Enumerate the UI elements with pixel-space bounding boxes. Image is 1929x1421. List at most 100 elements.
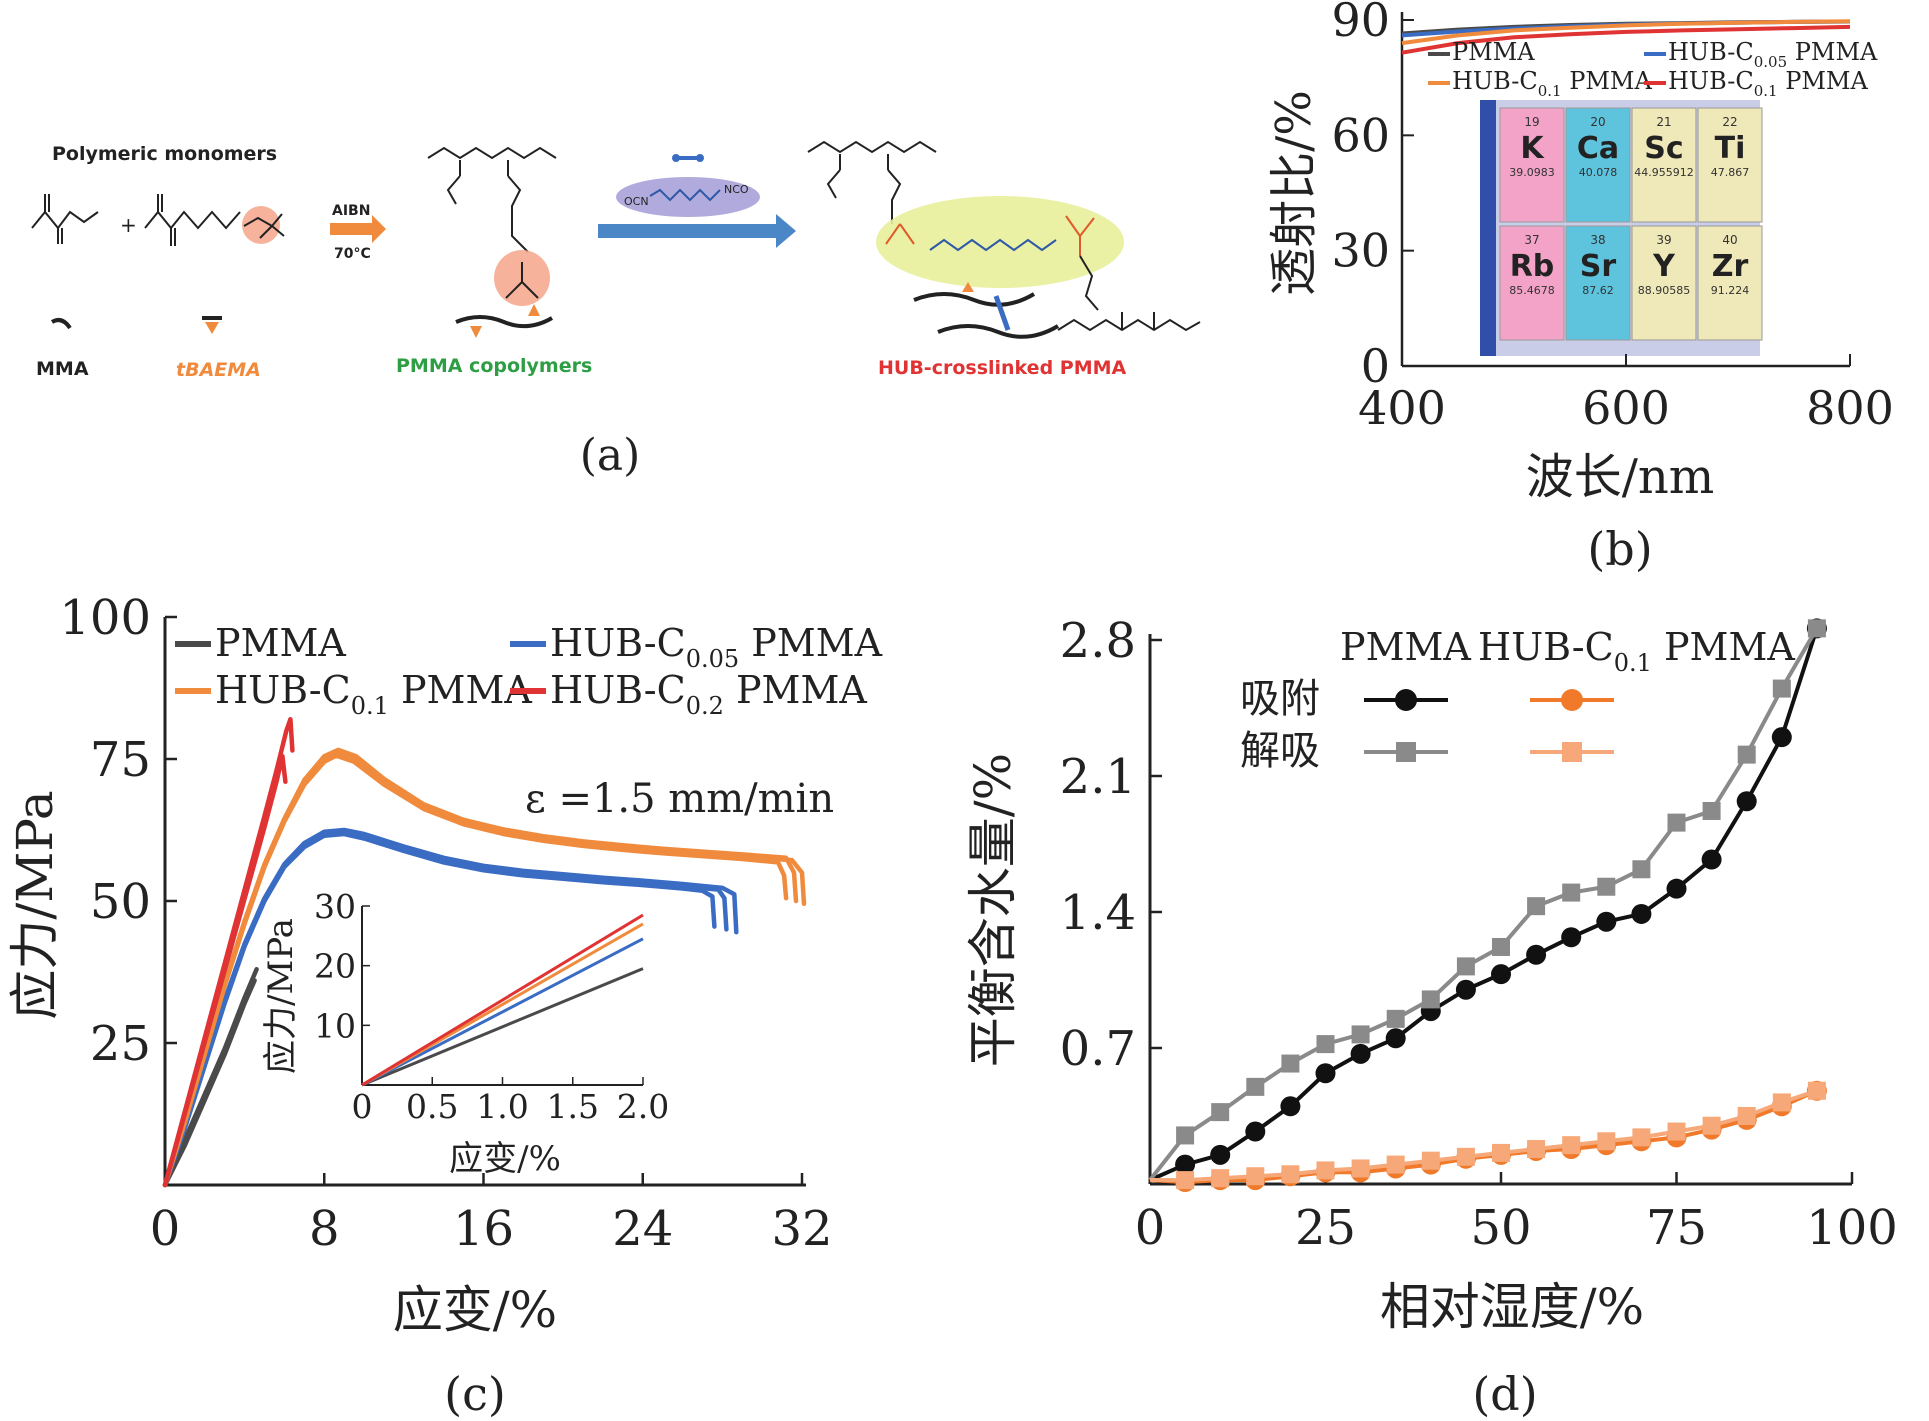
d-data-point bbox=[1771, 727, 1792, 748]
c-x-tick-label: 8 bbox=[309, 1201, 340, 1257]
element-symbol-Ca: Ca bbox=[1577, 131, 1619, 166]
d-data-point bbox=[1351, 1159, 1370, 1178]
b-series bbox=[1401, 19, 1851, 55]
crosslinker-left-group: OCN bbox=[624, 195, 649, 208]
crosslinker-icon bbox=[672, 154, 704, 162]
d-data-point bbox=[1597, 877, 1616, 896]
copolymer-structure bbox=[427, 146, 557, 253]
d-legend-row-adsorption: 吸附 bbox=[1240, 676, 1320, 722]
d-y-axis-label: 平衡含水量/% bbox=[964, 753, 1022, 1067]
d-data-point bbox=[1596, 911, 1617, 932]
copolymer-chain bbox=[455, 315, 554, 329]
b-legend-label: HUB-C0.1 PMMA bbox=[1452, 67, 1653, 100]
mma-label: MMA bbox=[36, 358, 89, 380]
element-tile-Sr bbox=[1565, 225, 1631, 341]
d-series bbox=[1148, 618, 1827, 1193]
product-tbaema-marker bbox=[962, 282, 974, 292]
c-inset-chart: 10 20 30 0 0.5 1.0 1.5 2.0 应力/MPa 应变/% bbox=[261, 887, 669, 1179]
d-legend-swatch-marker bbox=[1396, 742, 1416, 762]
element-symbol-Y: Y bbox=[1652, 249, 1676, 284]
element-symbol-Ti: Ti bbox=[1715, 131, 1746, 166]
element-number-Sr: 38 bbox=[1590, 233, 1605, 247]
c-legend-label: HUB-C0.05 PMMA bbox=[550, 621, 883, 673]
d-data-point bbox=[1736, 791, 1757, 812]
b-legend-label: PMMA bbox=[1452, 38, 1535, 66]
d-data-point bbox=[1386, 1155, 1405, 1174]
element-tile-Ti bbox=[1697, 107, 1763, 223]
copolymer-tbaema-1 bbox=[470, 326, 482, 338]
c-annotation: ε =1.5 mm/min bbox=[525, 776, 834, 822]
c-inset-y-axis-label: 应力/MPa bbox=[261, 918, 301, 1074]
element-number-Zr: 40 bbox=[1722, 233, 1737, 247]
d-data-point bbox=[1772, 1093, 1791, 1112]
hub-linker-chain bbox=[929, 238, 1057, 252]
d-data-point bbox=[1807, 1081, 1826, 1100]
d-data-point bbox=[1737, 745, 1756, 764]
d-y-tick-label: 2.8 bbox=[1060, 613, 1136, 669]
element-number-Y: 39 bbox=[1656, 233, 1671, 247]
b-y-tick-label: 90 bbox=[1331, 0, 1390, 47]
c-inset-x-tick-label: 1.5 bbox=[547, 1087, 599, 1126]
d-data-point bbox=[1281, 1165, 1300, 1184]
c-legend: PMMA HUB-C0.05 PMMA HUB-C0.1 PMMA HUB-C0.2 … bbox=[175, 621, 883, 720]
c-x-tick-label: 32 bbox=[771, 1201, 832, 1257]
c-inset-x-tick-label: 2.0 bbox=[617, 1087, 669, 1126]
d-data-point bbox=[1527, 1140, 1546, 1159]
element-tile-Sc bbox=[1631, 107, 1697, 223]
element-mass-Ca: 40.078 bbox=[1579, 166, 1618, 179]
element-tile-Zr bbox=[1697, 225, 1763, 341]
d-data-point bbox=[1456, 957, 1475, 976]
d-data-point bbox=[1385, 1028, 1406, 1049]
product-crosslink bbox=[993, 295, 1011, 331]
element-tile-Rb bbox=[1499, 225, 1565, 341]
c-inset-series-line bbox=[361, 913, 644, 1087]
d-data-point bbox=[1597, 1132, 1616, 1151]
d-data-point bbox=[1351, 1025, 1370, 1044]
c-inset-y-tick-label: 10 bbox=[314, 1006, 356, 1045]
hub-urea-groups bbox=[885, 215, 1095, 256]
c-x-axis-label: 应变/% bbox=[393, 1281, 557, 1339]
element-mass-K: 39.0983 bbox=[1509, 166, 1555, 179]
d-axes: 0.7 1.4 2.1 2.8 0 25 50 75 100 bbox=[1060, 613, 1898, 1256]
element-mass-Y: 88.90585 bbox=[1638, 284, 1691, 297]
c-series-line bbox=[162, 753, 288, 1188]
element-number-Ca: 20 bbox=[1590, 115, 1605, 129]
d-data-point bbox=[1492, 1143, 1510, 1162]
d-data-point bbox=[1562, 1136, 1581, 1155]
product-chain-1 bbox=[913, 292, 1036, 307]
d-data-point bbox=[1316, 1035, 1335, 1054]
c-inset-series-line bbox=[361, 967, 644, 1087]
d-data-point bbox=[1667, 1122, 1686, 1141]
d-data-point bbox=[1632, 1128, 1651, 1147]
d-data-point bbox=[1455, 979, 1476, 1000]
tbaema-label: tBAEMA bbox=[176, 359, 261, 381]
panel-a-scheme: Polymeric monomers + AIBN 70°C bbox=[31, 140, 1201, 481]
d-data-point bbox=[1211, 1169, 1230, 1188]
d-legend-col-pmma: PMMA bbox=[1340, 625, 1471, 669]
b-x-axis-label: 波长/nm bbox=[1526, 449, 1715, 505]
c-inset-x-tick-label: 1.0 bbox=[476, 1087, 528, 1126]
product-right-structure bbox=[1057, 255, 1201, 332]
d-data-point bbox=[1702, 1116, 1721, 1135]
d-data-point bbox=[1666, 878, 1687, 899]
c-series-line bbox=[162, 966, 259, 1188]
element-mass-Rb: 85.4678 bbox=[1509, 284, 1555, 297]
b-legend-label: HUB-C0.05 PMMA bbox=[1668, 38, 1878, 71]
d-data-point bbox=[1386, 1009, 1405, 1028]
panel-label-b: (b) bbox=[1587, 522, 1652, 576]
d-data-point bbox=[1562, 883, 1581, 902]
b-x-tick-label: 600 bbox=[1582, 381, 1670, 435]
element-number-Rb: 37 bbox=[1524, 233, 1539, 247]
element-mass-Sc: 44.955912 bbox=[1634, 166, 1694, 179]
c-series-line bbox=[162, 751, 807, 1188]
c-inset-x-tick-label: 0.5 bbox=[406, 1087, 458, 1126]
copolymer-label: PMMA copolymers bbox=[396, 355, 592, 377]
initiator-label: AIBN bbox=[332, 203, 370, 219]
crosslink-arrow bbox=[598, 214, 796, 248]
element-symbol-Rb: Rb bbox=[1510, 249, 1555, 284]
